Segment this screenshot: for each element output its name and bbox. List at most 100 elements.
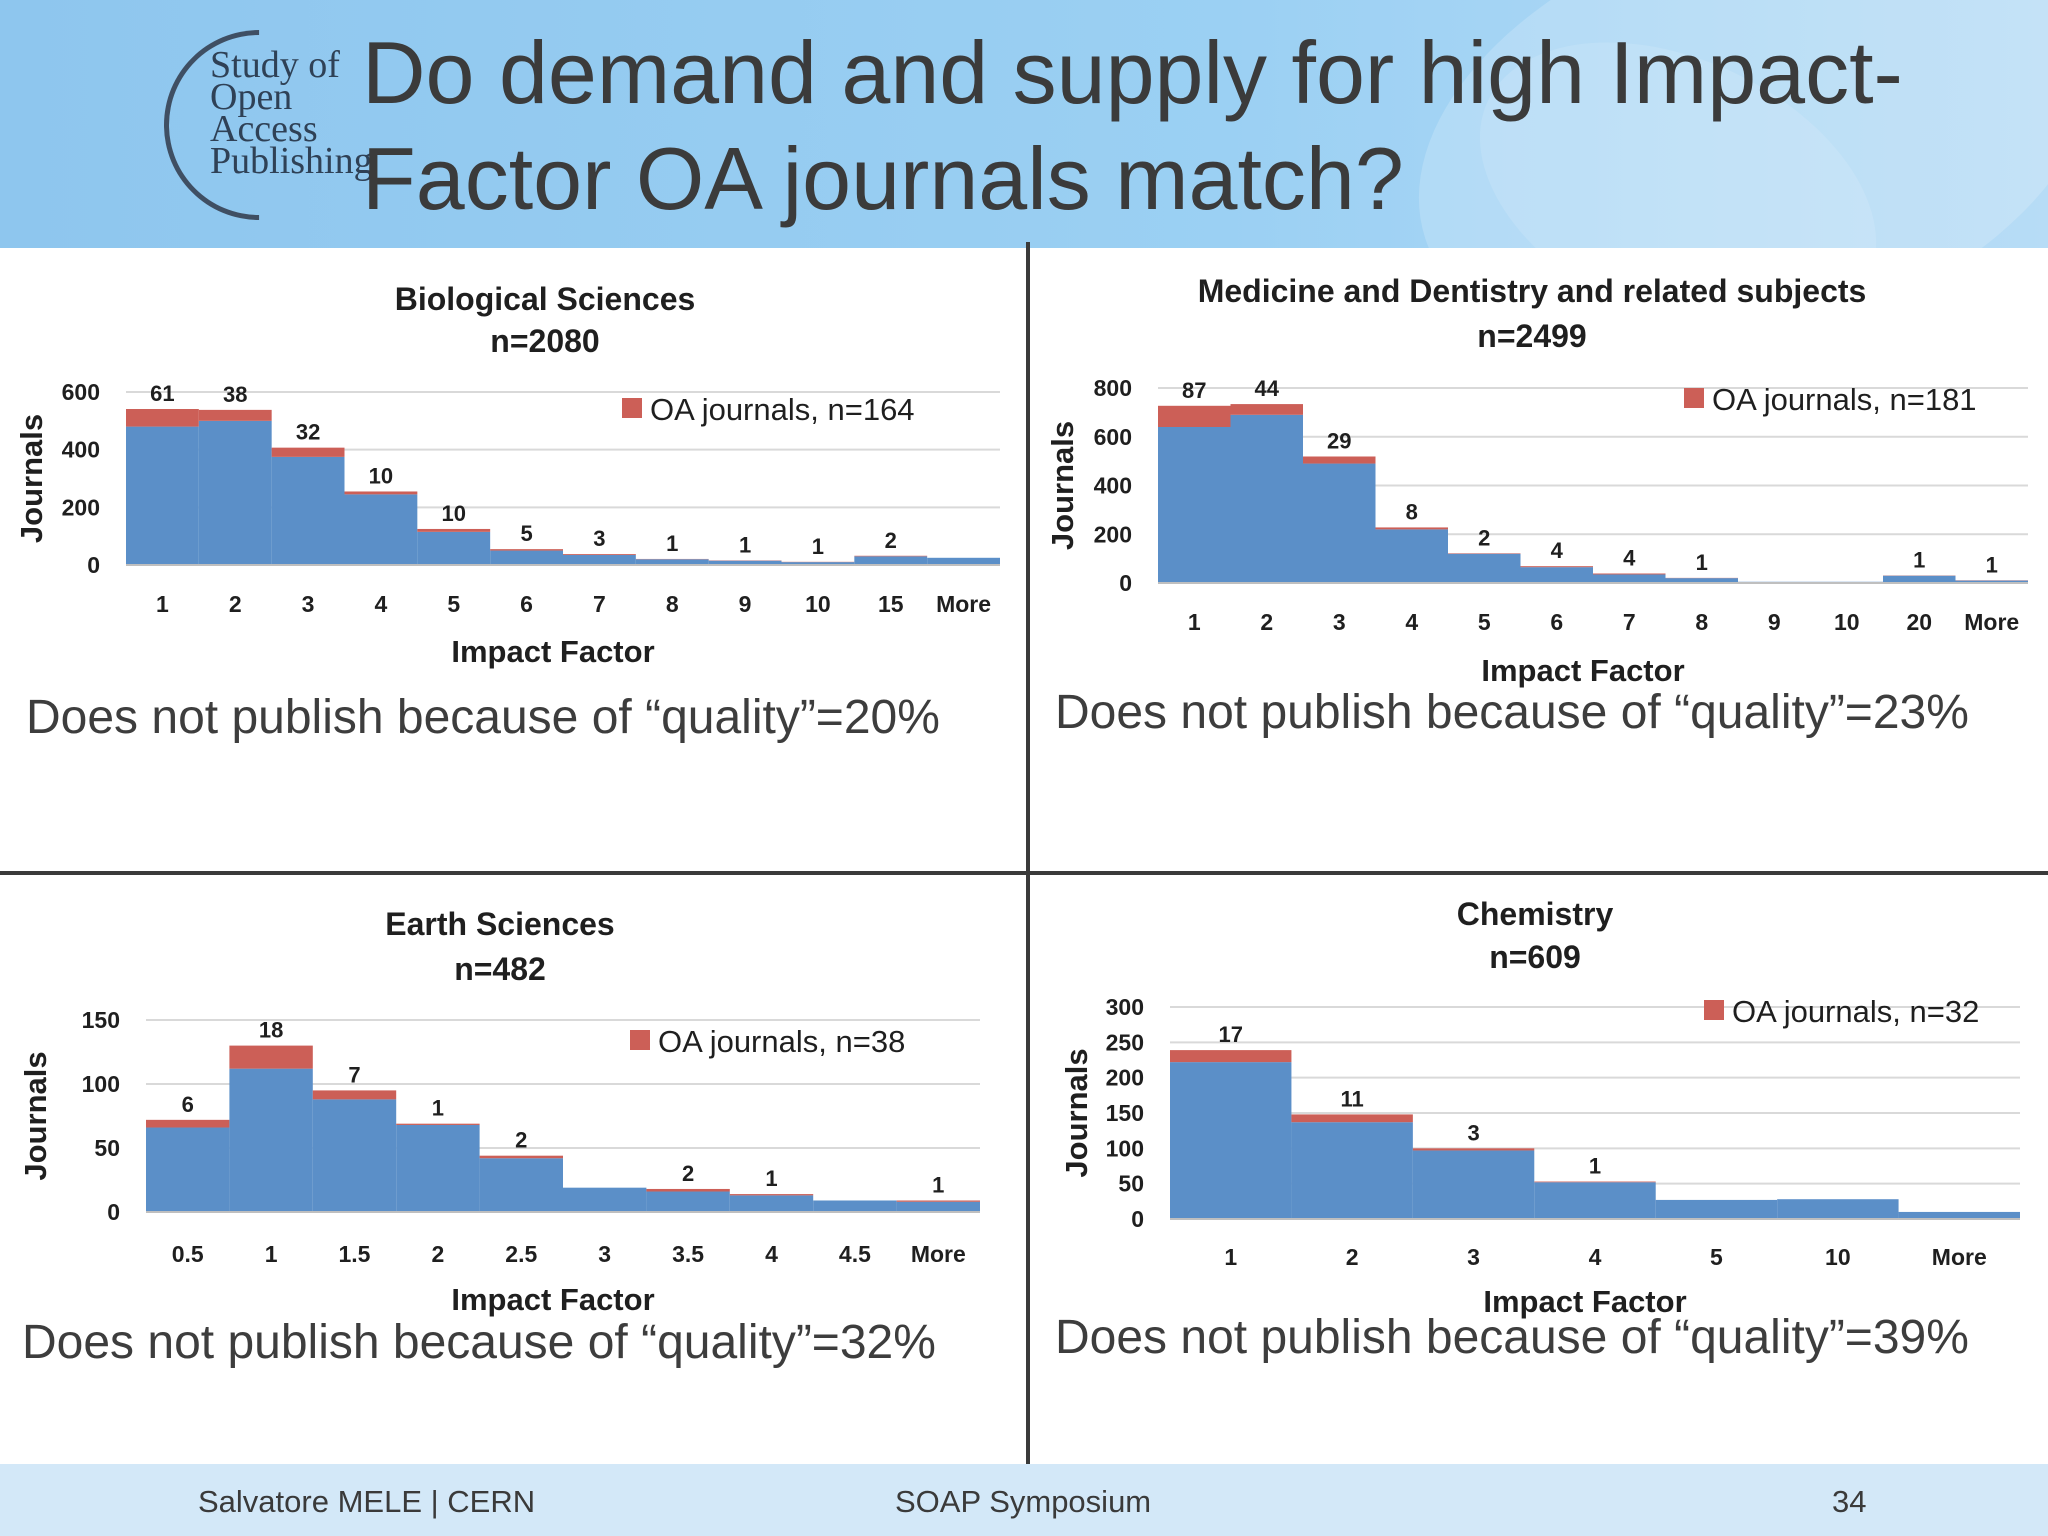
y-tick-label: 100 (82, 1071, 120, 1097)
bar-oa-journals (1158, 405, 1231, 427)
x-tick-label: 20 (1906, 609, 1932, 635)
logo-text-line: Access (210, 108, 318, 150)
bar-all-journals (1534, 1182, 1656, 1219)
bar-all-journals (635, 559, 709, 565)
y-tick-label: 300 (1106, 994, 1144, 1020)
bar-oa-journals (563, 554, 636, 555)
footer-author: Salvatore MELE | CERN (198, 1484, 536, 1519)
chart-subtitle: n=482 (454, 951, 546, 987)
x-tick-label: 3 (598, 1241, 611, 1267)
bar-all-journals (729, 1195, 814, 1212)
bar-all-journals (126, 426, 199, 565)
bar-all-journals (1375, 529, 1448, 583)
x-tick-label: 1 (156, 591, 169, 617)
x-tick-label: 6 (520, 591, 533, 617)
data-label: 3 (1467, 1120, 1479, 1145)
bar-all-journals (271, 456, 345, 565)
x-tick-label: More (1964, 609, 2019, 635)
bar-oa-journals (1534, 1181, 1656, 1183)
y-tick-label: 800 (1094, 375, 1132, 401)
slide-footer: Salvatore MELE | CERN SOAP Symposium 34 (0, 1464, 2048, 1536)
y-tick-label: 400 (1094, 473, 1132, 499)
x-tick-label: 1 (265, 1241, 278, 1267)
x-tick-label: 3 (302, 591, 315, 617)
x-tick-label: 9 (1768, 609, 1781, 635)
data-label: 2 (885, 528, 897, 553)
bar-all-journals (198, 420, 272, 565)
bar-all-journals (1883, 575, 1956, 583)
x-tick-label: 10 (1834, 609, 1860, 635)
x-tick-label: 6 (1550, 609, 1563, 635)
bar-oa-journals (417, 528, 491, 532)
bar-all-journals (1170, 1062, 1292, 1219)
bar-all-journals (1665, 578, 1738, 583)
y-tick-label: 50 (94, 1135, 120, 1161)
legend-label: OA journals, n=164 (650, 392, 915, 427)
data-label: 3 (593, 526, 605, 551)
bar-oa-journals (344, 491, 418, 495)
bar-all-journals (344, 494, 418, 565)
legend-swatch (1704, 1000, 1724, 1020)
bar-all-journals (896, 1201, 980, 1212)
x-tick-label: 2.5 (505, 1241, 537, 1267)
x-tick-label: 9 (739, 591, 752, 617)
x-axis-title: Impact Factor (451, 1282, 654, 1317)
x-tick-label: 4 (1589, 1244, 1602, 1270)
y-tick-label: 150 (82, 1007, 120, 1033)
bar-all-journals (854, 556, 928, 565)
x-tick-label: More (911, 1241, 966, 1267)
chart-title: Earth Sciences (385, 906, 614, 942)
x-tick-label: 4 (375, 591, 388, 617)
bar-all-journals (1158, 427, 1231, 583)
legend-swatch (630, 1030, 650, 1050)
bar-all-journals (1777, 1199, 1899, 1219)
data-label: 1 (765, 1166, 777, 1191)
slide-header: Study of Open Access Publishing Do deman… (0, 0, 2048, 248)
x-tick-label: 1.5 (339, 1241, 371, 1267)
y-tick-label: 250 (1106, 1029, 1144, 1055)
x-tick-label: 5 (1710, 1244, 1723, 1270)
bar-oa-journals (146, 1119, 230, 1128)
bar-all-journals (781, 562, 855, 565)
bar-oa-journals (396, 1123, 480, 1125)
bar-all-journals (1520, 567, 1593, 583)
bar-oa-journals (312, 1090, 397, 1100)
bar-oa-journals (1170, 1050, 1292, 1063)
chart-title: Biological Sciences (395, 281, 696, 317)
data-label: 1 (932, 1172, 944, 1197)
y-tick-label: 200 (62, 494, 100, 520)
footer-event: SOAP Symposium (895, 1484, 1152, 1519)
bar-all-journals (813, 1200, 897, 1212)
data-label: 5 (520, 521, 532, 546)
chart-title: Medicine and Dentistry and related subje… (1198, 273, 1867, 309)
y-tick-label: 150 (1106, 1100, 1144, 1126)
bar-all-journals (708, 560, 782, 565)
bar-oa-journals (1303, 456, 1376, 464)
bar-all-journals (1593, 574, 1666, 583)
data-label: 1 (1589, 1154, 1601, 1179)
x-tick-label: 5 (447, 591, 460, 617)
data-label: 1 (1913, 547, 1925, 572)
data-label: 17 (1218, 1022, 1242, 1047)
data-label: 1 (666, 531, 678, 556)
bar-all-journals (396, 1124, 480, 1212)
data-label: 18 (259, 1018, 283, 1043)
bar-all-journals (1898, 1211, 2020, 1219)
x-tick-label: 3.5 (672, 1241, 704, 1267)
data-label: 2 (1478, 525, 1490, 550)
page-number: 34 (1832, 1484, 1867, 1519)
x-tick-label: 15 (878, 591, 904, 617)
bar-oa-journals (479, 1155, 563, 1159)
quality-note-earth: Does not publish because of “quality”=32… (22, 1316, 936, 1369)
x-tick-label: More (936, 591, 991, 617)
data-label: 11 (1341, 1086, 1364, 1111)
bar-all-journals (1291, 1122, 1413, 1219)
bar-oa-journals (729, 1194, 814, 1196)
data-label: 7 (348, 1062, 360, 1087)
y-tick-label: 400 (62, 437, 100, 463)
chart-subtitle: n=2080 (490, 323, 599, 359)
horizontal-divider (0, 871, 2048, 875)
x-tick-label: 7 (1623, 609, 1636, 635)
y-tick-label: 100 (1106, 1135, 1144, 1161)
bar-all-journals (312, 1099, 397, 1212)
